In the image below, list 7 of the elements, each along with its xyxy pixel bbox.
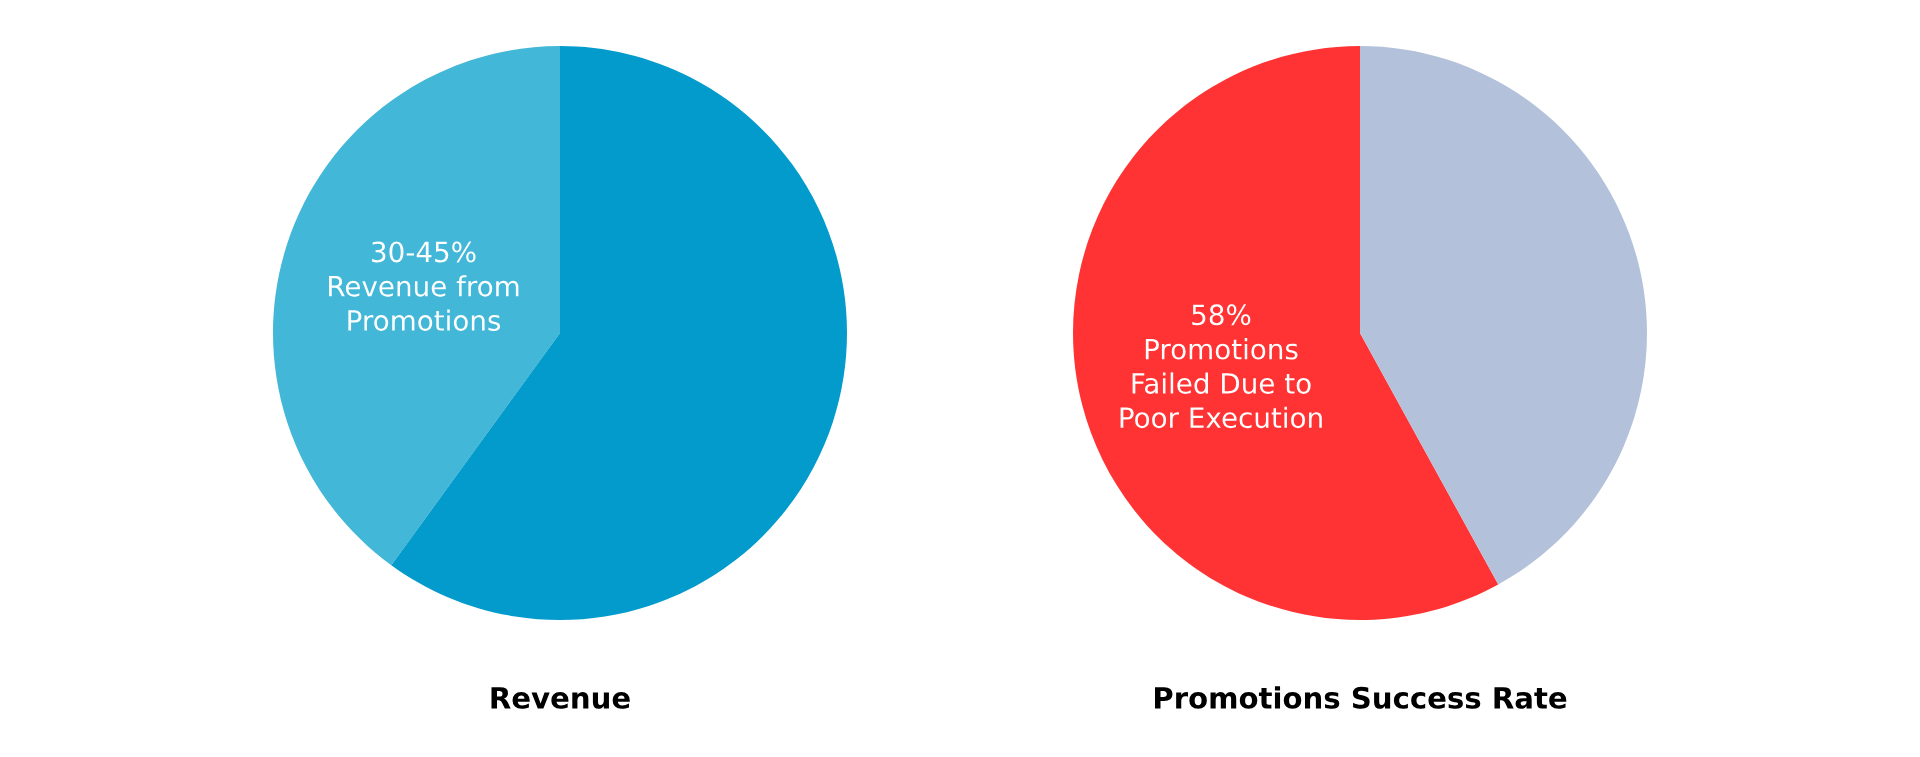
pie-slice: [1073, 46, 1499, 620]
pie-slice: [273, 46, 560, 566]
slice-label: 58% Promotions Failed Due to Poor Execution: [1120, 304, 1322, 429]
text: Promotions Success Rate: [1155, 686, 1567, 709]
pie-slice: [1360, 46, 1647, 585]
slice-label: 30-45% Revenue from Promotions: [329, 241, 519, 331]
text: Revenue: [491, 687, 630, 709]
